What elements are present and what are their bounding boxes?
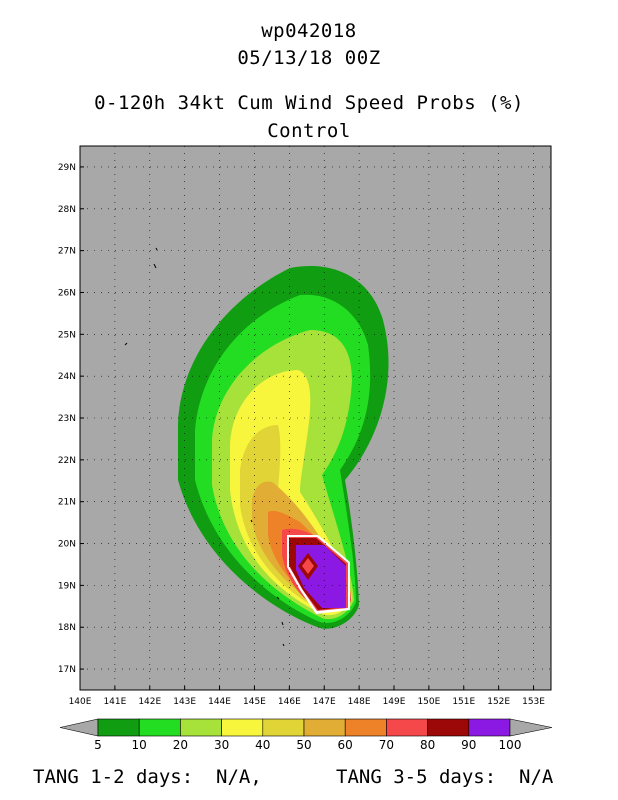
map-frame [79,145,552,691]
lon-label: 140E [69,697,92,707]
colorbar-label: 60 [338,738,353,752]
colorbar-label: 5 [94,738,102,752]
colorbar-swatch [138,718,181,737]
colorbar: 5 10 20 30 40 50 60 70 80 90 100 [59,718,553,752]
lon-label: 150E [417,697,440,707]
lon-label: 148E [348,697,371,707]
colorbar-label: 80 [420,738,435,752]
islands [124,247,285,647]
colorbar-swatch [221,718,264,737]
storm-id-title: wp042018 [261,20,357,42]
inner-ring-80 [302,558,314,574]
colorbar-label: 70 [379,738,394,752]
lon-label: 142E [138,697,161,707]
tang-3-5-days: TANG 3-5 days: N/A [336,766,554,788]
product-title: 0-120h 34kt Cum Wind Speed Probs (%) [94,92,524,114]
longitude-labels: 140E 141E 142E 143E 144E 145E 146E 147E 148E 149E… [69,697,546,707]
lat-label: 24N [58,372,76,382]
colorbar-label: 50 [296,738,311,752]
probability-swath [178,265,389,629]
tang-1-2-days: TANG 1-2 days: N/A, [33,766,262,788]
lat-label: 22N [58,456,76,466]
lat-label: 19N [58,581,76,591]
colorbar-label: 40 [255,738,270,752]
lat-label: 20N [58,540,76,550]
lon-label: 151E [452,697,475,707]
colorbar-label: 100 [499,738,522,752]
graticule [79,146,551,690]
lon-label: 144E [208,697,231,707]
lon-label: 145E [243,697,266,707]
datetime-title: 05/13/18 00Z [237,47,381,69]
lat-label: 23N [58,414,76,424]
latitude-labels: 17N 18N 19N 20N 21N 22N 23N 24N 25N 26N 27N 28N 29N [58,163,76,675]
colorbar-label: 20 [173,738,188,752]
colorbar-swatch [386,718,428,737]
colorbar-low-arrow [59,718,99,737]
lon-label: 146E [278,697,301,707]
colorbar-high-arrow [509,718,553,737]
lon-label: 147E [313,697,336,707]
colorbar-swatch [427,718,470,737]
lat-label: 18N [58,623,76,633]
lat-label: 29N [58,163,76,173]
colorbar-swatch [262,718,305,737]
colorbar-label: 90 [461,738,476,752]
lat-label: 28N [58,205,76,215]
colorbar-swatch [344,718,387,737]
lat-label: 27N [58,247,76,257]
lon-label: 141E [103,697,126,707]
lat-label: 21N [58,498,76,508]
colorbar-label: 10 [132,738,147,752]
colorbar-label: 30 [214,738,229,752]
lon-label: 153E [522,697,545,707]
run-title: Control [267,120,351,142]
lat-label: 25N [58,330,76,340]
colorbar-swatch [180,718,222,737]
lon-label: 143E [173,697,196,707]
colorbar-swatch [303,718,346,737]
lat-label: 26N [58,288,76,298]
lat-label: 17N [58,665,76,675]
lon-label: 152E [487,697,510,707]
lon-label: 149E [383,697,406,707]
colorbar-swatch [468,718,511,737]
colorbar-swatch [97,718,140,737]
